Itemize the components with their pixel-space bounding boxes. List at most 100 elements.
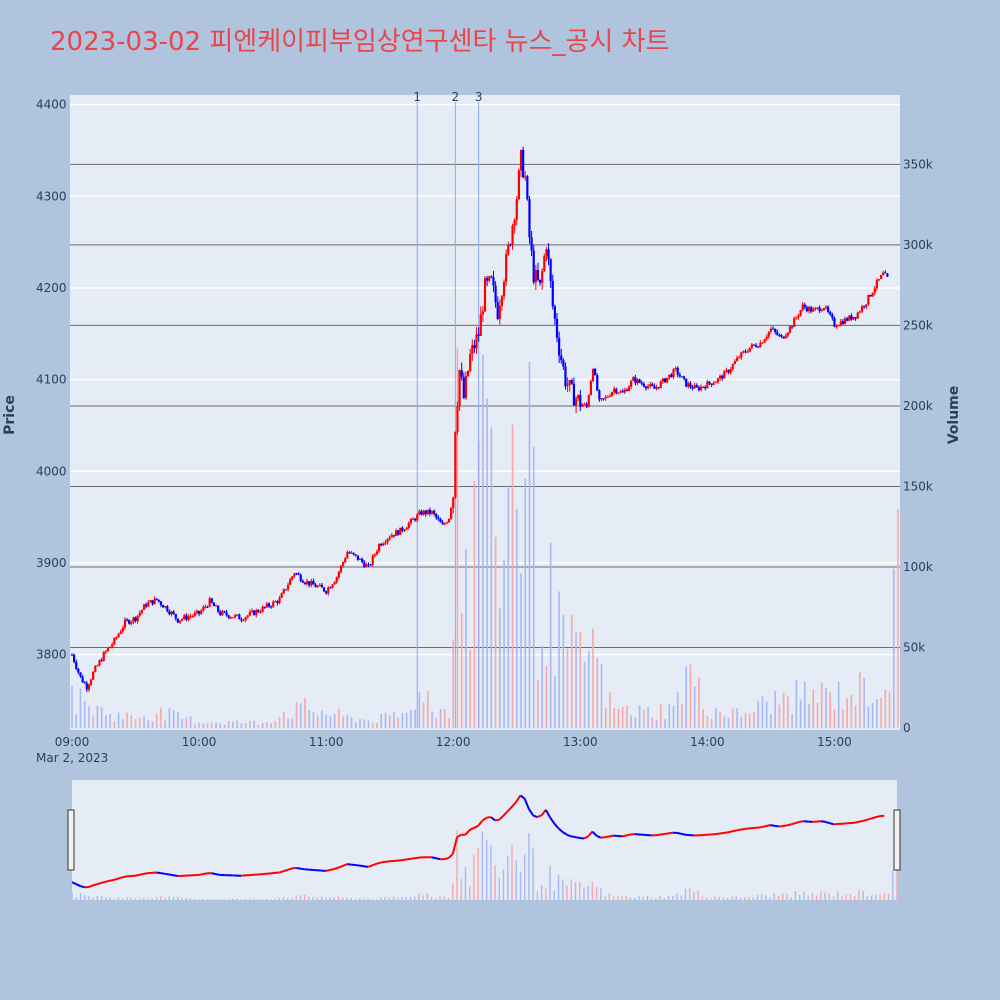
candle-body [668, 374, 671, 378]
candle-body [583, 403, 586, 405]
slider-price-segment [583, 835, 589, 840]
price-tick-label: 4000 [36, 464, 67, 478]
candle-body [763, 339, 766, 343]
candle-body [600, 398, 603, 400]
candle-body [486, 278, 489, 281]
candle-body [316, 585, 319, 588]
slider-price-segment [71, 881, 77, 886]
candle-body [134, 617, 137, 622]
candle-body [833, 318, 836, 327]
candle-body [585, 403, 588, 407]
volume-bar [350, 717, 353, 728]
candle-body [416, 514, 419, 521]
slider-volume-bar [413, 896, 416, 900]
candle-body [378, 544, 381, 552]
volume-bar [223, 724, 226, 728]
slider-price-segment [655, 833, 661, 837]
slider-price-segment [406, 857, 411, 861]
candle-body [672, 369, 675, 378]
slider-volume-bar [515, 859, 517, 900]
candle-body [856, 312, 859, 319]
candle-body [344, 558, 347, 563]
candle-body [392, 535, 396, 537]
slider-volume-bar [447, 898, 450, 900]
candle-body [89, 679, 93, 685]
slider-volume-bar [714, 896, 716, 900]
slider-price-segment [372, 862, 377, 867]
slider-volume-bar [570, 879, 572, 900]
price-tick-label: 3800 [36, 648, 67, 662]
price-tick-label: 4300 [36, 189, 67, 203]
candle-body [176, 618, 179, 623]
candle-body [867, 295, 870, 305]
slider-volume-bar [477, 847, 479, 900]
candle-body [115, 637, 118, 639]
candle-body [469, 353, 472, 371]
candle-body [403, 529, 406, 531]
slider-volume-bar [498, 878, 501, 900]
volume-bar [312, 711, 315, 728]
volume-bar [371, 723, 374, 728]
volume-bar [634, 717, 637, 728]
volume-bar [884, 689, 887, 728]
volume-bar [850, 695, 853, 728]
candle-body [837, 325, 840, 327]
time-tick-label: 09:00 [55, 735, 90, 749]
candle-body [695, 385, 698, 388]
slider-price-segment [523, 798, 530, 810]
slider-price-segment [114, 877, 119, 881]
candle-body [774, 328, 777, 332]
volume-bar [676, 692, 679, 728]
slider-volume-bar [295, 895, 297, 900]
volume-bar [842, 709, 844, 728]
slider-price-segment [380, 860, 386, 864]
volume-bar [143, 716, 145, 728]
candle-body [767, 331, 770, 337]
slider-volume-bar [765, 895, 767, 900]
slider-price-segment [101, 880, 107, 884]
slider-price-segment [502, 810, 509, 817]
candle-body [757, 346, 760, 348]
candle-body [807, 307, 811, 312]
slider-volume-bar [718, 896, 721, 900]
slider-volume-bar [100, 896, 103, 900]
slider-volume-bar [519, 871, 522, 900]
candle-body [411, 518, 415, 520]
slider-price-segment [621, 834, 627, 838]
candle-body [462, 377, 465, 398]
candle-body [310, 580, 313, 586]
candle-body [666, 377, 669, 383]
candle-body [384, 542, 387, 544]
slider-volume-bar [824, 892, 826, 900]
candle-body [511, 225, 514, 246]
slider-volume-bar [253, 898, 255, 900]
slider-price-segment [401, 858, 407, 862]
candle-body [100, 660, 103, 662]
candle-body [210, 598, 213, 603]
slider-volume-bar [160, 896, 162, 900]
volume-bar [439, 708, 442, 728]
volume-bar [545, 665, 548, 728]
candle-body [727, 370, 730, 373]
candle-body [496, 302, 499, 320]
volume-tick-label: 100k [903, 560, 933, 574]
candle-body [835, 326, 838, 328]
volume-bar [575, 632, 577, 728]
range-slider[interactable] [72, 780, 897, 900]
range-slider-handle-right[interactable] [893, 809, 901, 871]
volume-bar [329, 716, 332, 728]
slider-price-segment [782, 824, 788, 828]
volume-bar [257, 724, 260, 728]
range-slider-handle-left[interactable] [67, 809, 75, 871]
price-tick-label: 4200 [36, 281, 67, 295]
volume-bar [333, 713, 336, 728]
volume-bars [71, 347, 899, 728]
volume-bar [609, 692, 611, 728]
candle-body [610, 392, 614, 396]
slider-volume-bar [832, 896, 835, 900]
volume-bar [715, 708, 717, 728]
volume-bar [486, 398, 488, 728]
slider-price-segment [198, 873, 204, 876]
volume-bar [765, 701, 768, 728]
candle-body [477, 334, 480, 336]
